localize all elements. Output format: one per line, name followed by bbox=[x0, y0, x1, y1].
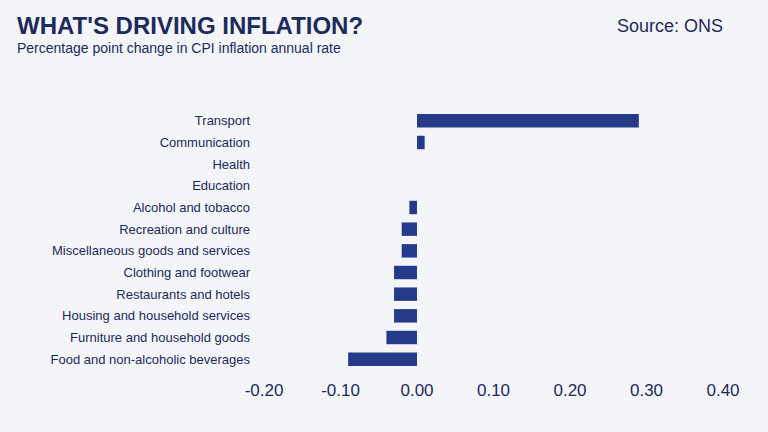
svg-text:Housing and household services: Housing and household services bbox=[62, 308, 250, 323]
svg-text:Food and non-alcoholic beverag: Food and non-alcoholic beverages bbox=[51, 352, 251, 367]
svg-text:Alcohol and tobacco: Alcohol and tobacco bbox=[133, 200, 250, 215]
svg-text:WHAT'S DRIVING INFLATION?: WHAT'S DRIVING INFLATION? bbox=[17, 12, 363, 39]
svg-text:Miscellaneous goods and servic: Miscellaneous goods and services bbox=[52, 243, 250, 258]
svg-text:-0.10: -0.10 bbox=[321, 381, 360, 400]
svg-text:Transport: Transport bbox=[195, 113, 251, 128]
svg-text:0.20: 0.20 bbox=[553, 381, 586, 400]
svg-text:Health: Health bbox=[212, 157, 250, 172]
svg-text:0.00: 0.00 bbox=[400, 381, 433, 400]
svg-text:Percentage point change in CPI: Percentage point change in CPI inflation… bbox=[17, 40, 341, 56]
svg-text:Furniture and household goods: Furniture and household goods bbox=[70, 330, 250, 345]
svg-text:0.10: 0.10 bbox=[477, 381, 510, 400]
svg-text:Recreation and culture: Recreation and culture bbox=[119, 222, 250, 237]
svg-text:0.30: 0.30 bbox=[630, 381, 663, 400]
svg-text:0.40: 0.40 bbox=[706, 381, 739, 400]
svg-text:Clothing and footwear: Clothing and footwear bbox=[124, 265, 251, 280]
svg-text:Communication: Communication bbox=[160, 135, 250, 150]
svg-text:-0.20: -0.20 bbox=[245, 381, 284, 400]
svg-text:Source: ONS: Source: ONS bbox=[617, 16, 723, 36]
svg-text:Education: Education bbox=[192, 178, 250, 193]
svg-text:Restaurants and hotels: Restaurants and hotels bbox=[116, 287, 250, 302]
